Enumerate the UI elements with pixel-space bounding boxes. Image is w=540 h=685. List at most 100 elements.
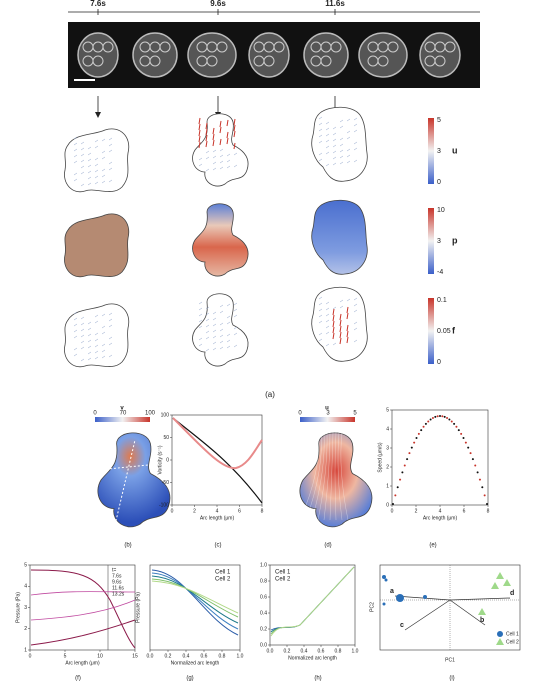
flow-arrow [87, 182, 92, 186]
flow-arrow [339, 313, 342, 321]
legend-entry: 7.6s [112, 573, 122, 579]
x-tick-label: 0.8 [219, 653, 226, 659]
flow-arrow [205, 306, 210, 310]
flow-arrow [339, 149, 344, 153]
x-axis-label: Arc length (μm) [423, 515, 458, 521]
cell-image [303, 32, 349, 78]
cell2-point [478, 608, 486, 615]
data-point [403, 464, 406, 467]
flow-arrow [80, 334, 85, 338]
flow-arrow [101, 138, 106, 142]
data-point [415, 437, 418, 439]
flow-arrow [108, 318, 113, 322]
flow-arrow [353, 339, 358, 343]
flow-arrow [101, 355, 106, 359]
x-tick-label: 4 [439, 508, 442, 514]
curve-black [172, 417, 263, 504]
flow-arrow [101, 331, 106, 335]
flow-arrow [73, 172, 78, 176]
flow-arrow [332, 132, 337, 136]
axes-frame [149, 564, 241, 651]
flow-arrow [325, 313, 330, 317]
flow-arrow [325, 127, 330, 131]
flow-arrow [346, 160, 351, 164]
flow-arrow [108, 342, 113, 346]
data-point [424, 422, 427, 425]
vector-label: b [480, 617, 484, 624]
flow-arrow [219, 322, 224, 326]
y-axis-label: Pressure (Pa) [15, 592, 21, 623]
data-point [462, 437, 465, 439]
streamline [311, 431, 325, 521]
flow-arrow [339, 299, 344, 303]
data-point [406, 458, 409, 461]
flow-arrow [205, 134, 208, 142]
flow-arrow [198, 117, 201, 125]
streamline [317, 431, 328, 521]
flow-arrow [87, 146, 92, 150]
x-tick-label: 0.2 [284, 648, 291, 654]
flow-arrow [219, 166, 224, 170]
flow-arrow [339, 125, 344, 129]
flow-arrow [346, 324, 349, 332]
cell-outline [311, 199, 368, 275]
curve [30, 599, 136, 621]
flow-arrow [318, 308, 323, 312]
flow-arrow [346, 330, 349, 338]
flow-arrow [73, 142, 78, 146]
streamline [334, 431, 337, 521]
flow-arrow [353, 117, 358, 121]
flow-arrow [87, 152, 92, 156]
dashed-line [97, 464, 149, 471]
flow-arrow [73, 353, 78, 357]
streamline [337, 431, 343, 521]
flow-arrow [226, 137, 229, 145]
y-axis-label: Speed (μm/s) [377, 442, 383, 472]
data-point [394, 494, 397, 497]
cell1-point [396, 594, 404, 602]
colorbar [428, 298, 434, 364]
flow-arrow [205, 318, 210, 322]
flow-arrow [332, 308, 335, 316]
flow-arrow [318, 338, 323, 342]
cell-compartment [102, 41, 114, 53]
flow-arrow [94, 338, 99, 342]
flow-arrow [73, 335, 78, 339]
x-tick-label: 4 [216, 508, 219, 514]
x-tick-label: 2 [415, 508, 418, 514]
flow-arrow [94, 344, 99, 348]
colorbar-title: u [325, 406, 329, 412]
data-point [399, 478, 402, 481]
x-tick-label: 0.6 [318, 648, 325, 654]
flow-arrow [318, 302, 323, 306]
cell-image [77, 32, 119, 78]
data-point [396, 486, 399, 489]
flow-arrow [73, 347, 78, 351]
flow-arrow [94, 169, 99, 173]
flow-arrow [339, 119, 344, 123]
flow-arrow [325, 145, 330, 149]
flow-arrow [233, 302, 238, 306]
curve [151, 580, 239, 614]
flow-arrow [318, 332, 323, 336]
flow-arrow [205, 312, 210, 316]
streamline [299, 431, 319, 521]
curve [151, 569, 239, 636]
panel-label: (b) [124, 543, 131, 549]
y-tick-label: 0 [166, 457, 169, 463]
cell-compartment [159, 41, 171, 53]
flow-arrow [108, 354, 113, 358]
flow-arrow [219, 334, 224, 338]
flow-arrow [219, 328, 224, 332]
flow-arrow [353, 147, 358, 151]
flow-arrow [73, 160, 78, 164]
flow-arrow [346, 136, 351, 140]
flow-arrow [332, 144, 337, 148]
data-point [413, 441, 416, 444]
flow-arrow [219, 120, 222, 128]
flow-arrow [73, 136, 78, 140]
flow-arrow [318, 140, 323, 144]
flow-arrow [318, 122, 323, 126]
x-tick-label: 8 [487, 508, 490, 514]
cell1-point [423, 595, 427, 599]
